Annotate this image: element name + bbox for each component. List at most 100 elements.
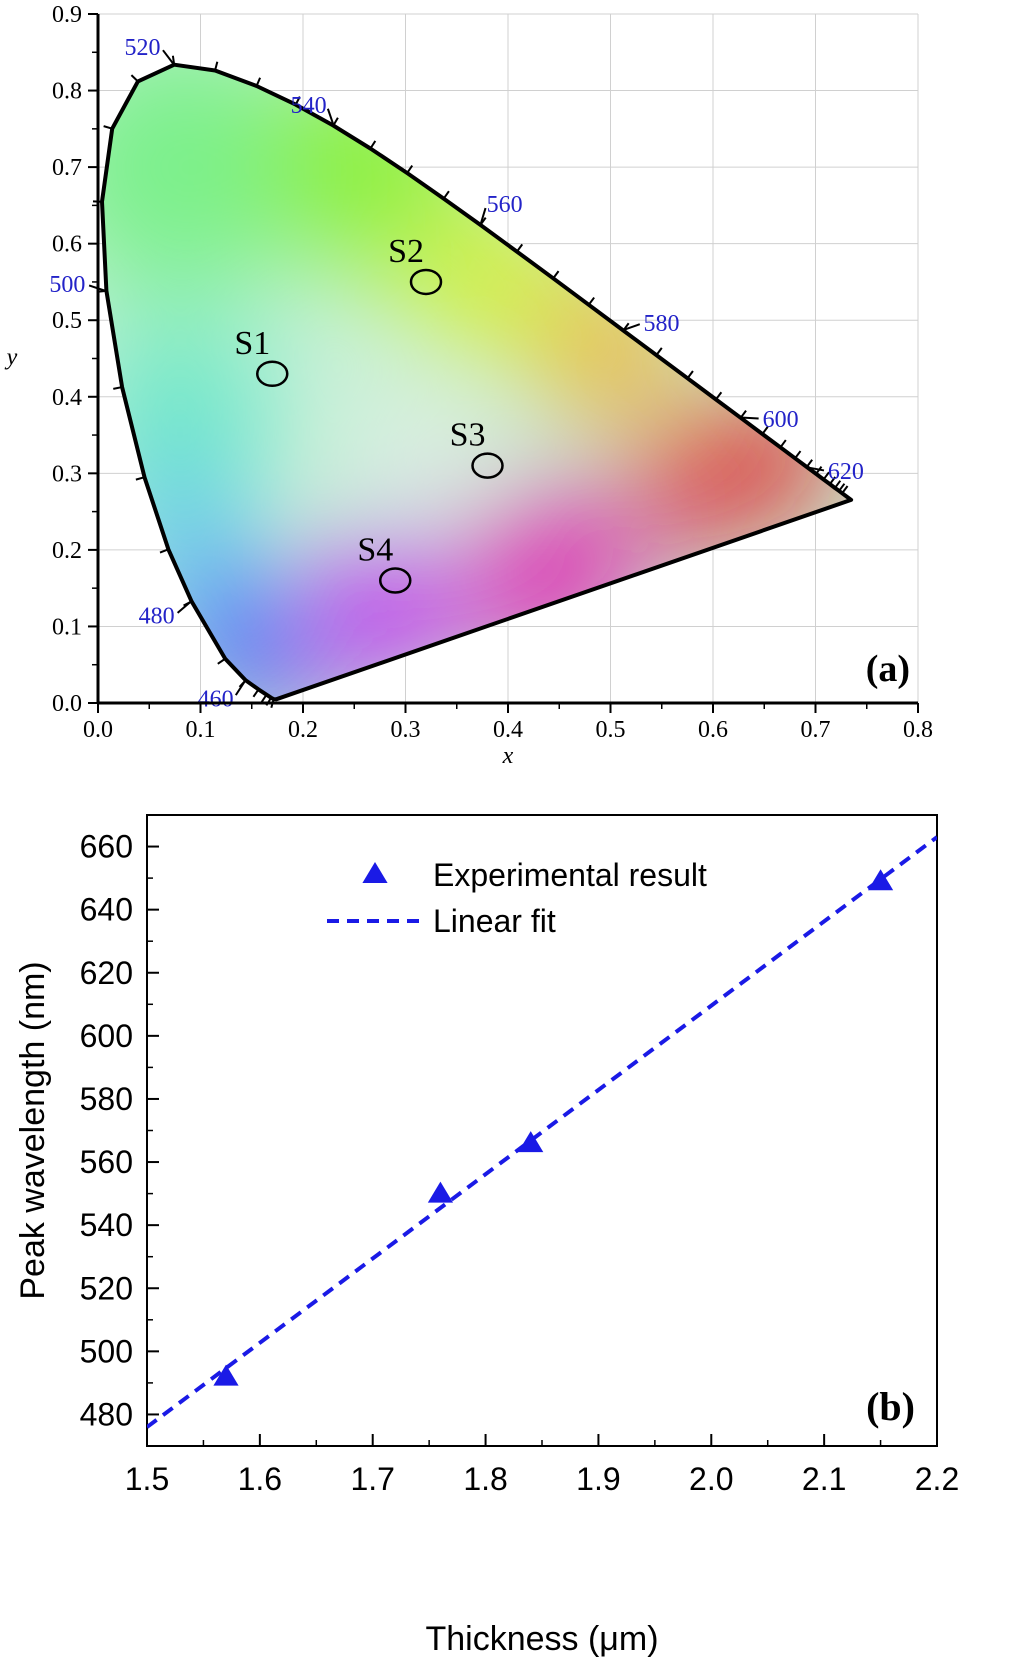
locus-tick — [255, 77, 261, 87]
chromaticity-gamut-fill — [102, 64, 852, 700]
wavelength-tick-580 — [622, 323, 641, 332]
wavelength-tick-600 — [740, 416, 759, 420]
data-point-triangle — [518, 1131, 544, 1153]
wavelength-label-500: 500 — [49, 272, 85, 298]
y-tick-label-b: 580 — [80, 1081, 133, 1117]
legend-label-experimental: Experimental result — [433, 857, 707, 893]
y-tick-label-b: 600 — [80, 1018, 133, 1054]
spectral-locus — [100, 62, 854, 702]
y-tick-label-b: 540 — [80, 1207, 133, 1243]
x-tick-label-a: 0.8 — [903, 717, 933, 743]
x-tick-label-a: 0.3 — [391, 717, 421, 743]
gamut-color-blob — [374, 399, 478, 502]
y-tick-label-b: 640 — [80, 892, 133, 928]
y-tick-label-a: 0.0 — [52, 691, 82, 717]
legend-triangle-icon — [362, 862, 388, 883]
y-tick-label-a: 0.2 — [52, 538, 82, 564]
y-tick-label-a: 0.7 — [52, 155, 82, 181]
axes-a: 0.0 0.1 0.2 0.3 0.4 0.5 0.6 0.7 0.8 0.0 0.1 0.2 0.3 0… — [52, 2, 933, 743]
sample-marker-s1 — [256, 360, 289, 388]
sample-marker-s4 — [379, 567, 412, 594]
x-tick-label-a: 0.6 — [698, 717, 728, 743]
series-b — [147, 835, 937, 1429]
data-point-triangle — [867, 869, 894, 891]
x-tick-label-b: 2.1 — [802, 1461, 846, 1497]
y-tick-label-a: 0.6 — [52, 232, 82, 258]
locus-tick — [159, 548, 169, 554]
cie-chromaticity-chart: 460 480 500 520 540 560 580 600 620 0.0 0.1 0.2 0.3… — [5, 2, 933, 769]
sample-points: S1 S2 S3 S4 — [234, 233, 504, 594]
locus-tick — [794, 450, 802, 459]
wavelength-label-520: 520 — [125, 35, 161, 61]
x-tick-label-b: 2.0 — [689, 1461, 733, 1497]
locus-tick — [805, 459, 813, 468]
panel-label-a: (a) — [866, 648, 910, 690]
x-tick-label-a: 0.0 — [83, 717, 113, 743]
wavelength-label-560: 560 — [487, 192, 523, 218]
locus-tick — [103, 125, 113, 130]
axis-ticks-b: 1.5 1.6 1.7 1.8 1.9 2.0 2.1 2.2 480 500 520 540 560 5… — [80, 829, 960, 1497]
x-tick-label-b: 1.5 — [125, 1461, 169, 1497]
y-tick-label-b: 620 — [80, 955, 133, 991]
x-axis-label-b: Thickness (μm) — [425, 1620, 658, 1658]
y-tick-label-a: 0.5 — [52, 308, 82, 334]
locus-tick — [217, 657, 226, 665]
locus-tick — [113, 386, 123, 390]
locus-tick — [260, 694, 268, 703]
locus-tick — [587, 296, 595, 306]
y-tick-label-a: 0.3 — [52, 461, 82, 487]
locus-tick — [135, 476, 145, 481]
locus-tick — [214, 61, 219, 71]
wavelength-label-480: 480 — [139, 603, 175, 629]
wavelength-tick-480 — [176, 600, 192, 614]
wavelength-tick-560 — [479, 207, 487, 226]
locus-tick — [442, 190, 450, 200]
locus-tick — [294, 96, 301, 106]
wavelength-tick-460 — [234, 679, 247, 696]
y-tick-label-b: 480 — [80, 1396, 133, 1432]
locus-tick — [406, 165, 414, 174]
panel-label-b: (b) — [866, 1384, 915, 1429]
x-axis-label-a: x — [502, 743, 514, 769]
y-tick-label-a: 0.8 — [52, 79, 82, 105]
x-tick-label-b: 2.2 — [915, 1461, 959, 1497]
wavelength-label-460: 460 — [198, 686, 234, 712]
sample-label-s1: S1 — [234, 325, 270, 362]
locus-tick — [761, 426, 769, 435]
wavelength-tick-520 — [162, 49, 175, 66]
wavelength-tick-540 — [326, 108, 335, 127]
locus-tick — [655, 347, 663, 356]
sample-label-s3: S3 — [450, 417, 486, 454]
gamut-color-blob — [118, 457, 242, 581]
y-tick-label-b: 520 — [80, 1270, 133, 1306]
wavelength-label-580: 580 — [644, 311, 680, 337]
y-tick-label-b: 560 — [80, 1144, 133, 1180]
locus-tick — [822, 471, 830, 481]
locus-tick — [829, 476, 837, 485]
y-tick-label-a: 0.9 — [52, 2, 82, 28]
y-axis-label-a: y — [5, 345, 18, 371]
locus-tick — [369, 140, 377, 150]
sample-marker-s2 — [409, 268, 443, 296]
sample-label-s2: S2 — [388, 233, 424, 270]
locus-tick — [715, 391, 723, 401]
legend-label-linear-fit: Linear fit — [433, 903, 556, 939]
y-tick-label-a: 0.1 — [52, 614, 82, 640]
data-point-triangle — [213, 1364, 239, 1386]
x-tick-label-a: 0.7 — [801, 717, 831, 743]
x-tick-label-a: 0.2 — [288, 717, 318, 743]
wavelength-label-600: 600 — [763, 407, 799, 433]
locus-tick — [838, 483, 846, 492]
wavelength-ticks — [92, 55, 849, 709]
wavelength-label-620: 620 — [828, 459, 864, 485]
x-tick-label-a: 0.5 — [596, 717, 626, 743]
y-tick-label-b: 500 — [80, 1333, 133, 1369]
wavelength-label-540: 540 — [291, 93, 327, 119]
x-tick-label-a: 0.4 — [493, 717, 523, 743]
locus-tick — [552, 270, 560, 279]
locus-tick — [779, 439, 787, 448]
locus-tick — [686, 370, 694, 379]
locus-tick — [834, 480, 842, 489]
y-axis-label-b: Peak wavelength (nm) — [14, 961, 52, 1299]
